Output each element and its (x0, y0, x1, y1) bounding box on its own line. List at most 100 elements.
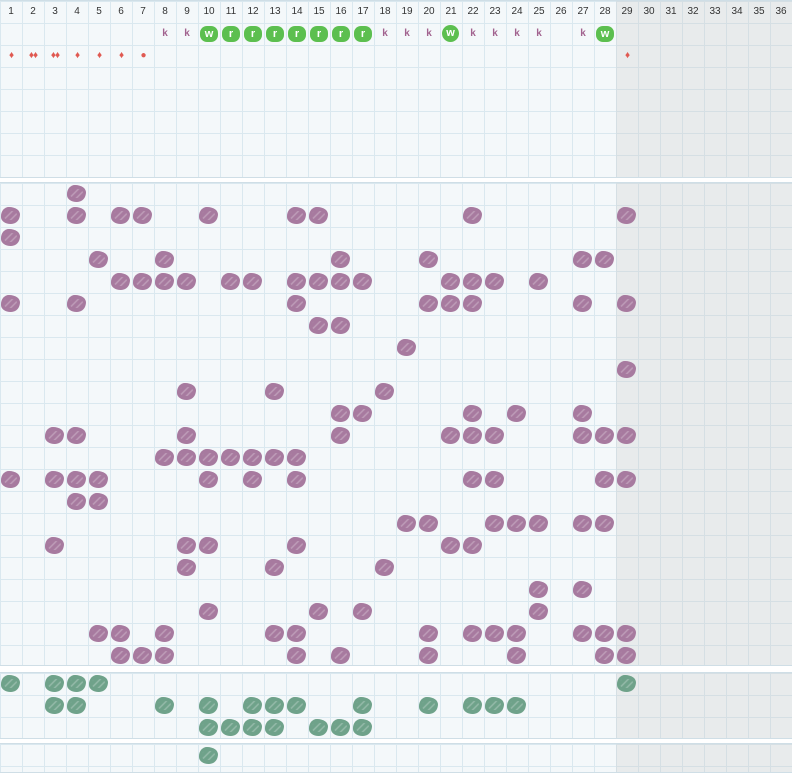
green-symptom-marker[interactable] (199, 697, 218, 714)
purple-symptom-marker[interactable] (177, 273, 196, 290)
purple-symptom-marker[interactable] (617, 295, 636, 312)
purple-symptom-marker[interactable] (485, 515, 504, 532)
purple-symptom-marker[interactable] (287, 207, 306, 224)
purple-symptom-marker[interactable] (177, 559, 196, 576)
pill-marker-r[interactable]: r (288, 26, 306, 42)
green-symptom-marker[interactable] (353, 697, 372, 714)
purple-symptom-marker[interactable] (573, 625, 592, 642)
purple-symptom-marker[interactable] (419, 515, 438, 532)
purple-symptom-marker[interactable] (265, 625, 284, 642)
purple-symptom-marker[interactable] (265, 559, 284, 576)
green-symptom-marker[interactable] (199, 719, 218, 736)
purple-symptom-marker[interactable] (529, 603, 548, 620)
purple-symptom-marker[interactable] (155, 647, 174, 664)
purple-symptom-marker[interactable] (573, 405, 592, 422)
purple-symptom-marker[interactable] (617, 471, 636, 488)
purple-symptom-marker[interactable] (573, 581, 592, 598)
purple-symptom-marker[interactable] (89, 493, 108, 510)
purple-symptom-marker[interactable] (529, 515, 548, 532)
purple-symptom-marker[interactable] (617, 427, 636, 444)
purple-symptom-marker[interactable] (309, 273, 328, 290)
flow-drop-icon[interactable]: ♦♦ (50, 50, 60, 61)
purple-symptom-marker[interactable] (441, 295, 460, 312)
green-symptom-marker[interactable] (243, 719, 262, 736)
purple-symptom-marker[interactable] (463, 427, 482, 444)
pill-marker-w[interactable]: w (200, 26, 218, 42)
green-symptom-marker[interactable] (1, 675, 20, 692)
purple-symptom-marker[interactable] (419, 647, 438, 664)
purple-symptom-marker[interactable] (463, 207, 482, 224)
purple-symptom-marker[interactable] (155, 449, 174, 466)
purple-symptom-marker[interactable] (463, 537, 482, 554)
purple-symptom-marker[interactable] (67, 295, 86, 312)
purple-symptom-marker[interactable] (111, 625, 130, 642)
purple-symptom-marker[interactable] (177, 449, 196, 466)
pill-marker-w[interactable]: w (442, 25, 459, 42)
purple-symptom-marker[interactable] (507, 625, 526, 642)
purple-symptom-marker[interactable] (331, 273, 350, 290)
green-symptom-marker[interactable] (507, 697, 526, 714)
green-symptom-marker[interactable] (67, 697, 86, 714)
pill-marker-r[interactable]: r (244, 26, 262, 42)
green-symptom-marker[interactable] (617, 675, 636, 692)
pill-marker-w[interactable]: w (596, 26, 614, 42)
purple-symptom-marker[interactable] (441, 427, 460, 444)
purple-symptom-marker[interactable] (463, 405, 482, 422)
green-symptom-marker[interactable] (287, 697, 306, 714)
k-marker[interactable]: k (382, 28, 388, 39)
purple-symptom-marker[interactable] (507, 647, 526, 664)
purple-symptom-marker[interactable] (419, 295, 438, 312)
purple-symptom-marker[interactable] (287, 295, 306, 312)
purple-symptom-marker[interactable] (89, 625, 108, 642)
purple-symptom-marker[interactable] (331, 405, 350, 422)
purple-symptom-marker[interactable] (353, 603, 372, 620)
purple-symptom-marker[interactable] (67, 185, 86, 202)
flow-drop-icon[interactable]: ♦ (624, 50, 630, 61)
purple-symptom-marker[interactable] (617, 207, 636, 224)
purple-symptom-marker[interactable] (287, 471, 306, 488)
purple-symptom-marker[interactable] (353, 405, 372, 422)
purple-symptom-marker[interactable] (155, 273, 174, 290)
purple-symptom-marker[interactable] (67, 207, 86, 224)
purple-symptom-marker[interactable] (331, 647, 350, 664)
green-symptom-marker[interactable] (353, 719, 372, 736)
purple-symptom-marker[interactable] (595, 427, 614, 444)
purple-symptom-marker[interactable] (463, 625, 482, 642)
purple-symptom-marker[interactable] (199, 207, 218, 224)
green-symptom-marker[interactable] (45, 697, 64, 714)
purple-symptom-marker[interactable] (441, 537, 460, 554)
k-marker[interactable]: k (470, 28, 476, 39)
purple-symptom-marker[interactable] (331, 251, 350, 268)
purple-symptom-marker[interactable] (507, 515, 526, 532)
purple-symptom-marker[interactable] (89, 251, 108, 268)
green-symptom-marker[interactable] (155, 697, 174, 714)
purple-symptom-marker[interactable] (243, 273, 262, 290)
purple-symptom-marker[interactable] (67, 471, 86, 488)
purple-symptom-marker[interactable] (111, 207, 130, 224)
purple-symptom-marker[interactable] (485, 625, 504, 642)
k-marker[interactable]: k (514, 28, 520, 39)
purple-symptom-marker[interactable] (595, 625, 614, 642)
purple-symptom-marker[interactable] (221, 449, 240, 466)
purple-symptom-marker[interactable] (177, 427, 196, 444)
purple-symptom-marker[interactable] (441, 273, 460, 290)
pill-marker-r[interactable]: r (266, 26, 284, 42)
purple-symptom-marker[interactable] (573, 427, 592, 444)
purple-symptom-marker[interactable] (155, 625, 174, 642)
purple-symptom-marker[interactable] (45, 471, 64, 488)
k-marker[interactable]: k (580, 28, 586, 39)
purple-symptom-marker[interactable] (133, 647, 152, 664)
green-symptom-marker[interactable] (199, 747, 218, 764)
purple-symptom-marker[interactable] (177, 383, 196, 400)
purple-symptom-marker[interactable] (529, 273, 548, 290)
purple-symptom-marker[interactable] (133, 273, 152, 290)
purple-symptom-marker[interactable] (331, 317, 350, 334)
pill-marker-r[interactable]: r (310, 26, 328, 42)
purple-symptom-marker[interactable] (1, 207, 20, 224)
flow-drop-icon[interactable]: ♦♦ (28, 50, 38, 61)
purple-symptom-marker[interactable] (485, 427, 504, 444)
purple-symptom-marker[interactable] (573, 251, 592, 268)
purple-symptom-marker[interactable] (199, 537, 218, 554)
purple-symptom-marker[interactable] (507, 405, 526, 422)
purple-symptom-marker[interactable] (309, 207, 328, 224)
